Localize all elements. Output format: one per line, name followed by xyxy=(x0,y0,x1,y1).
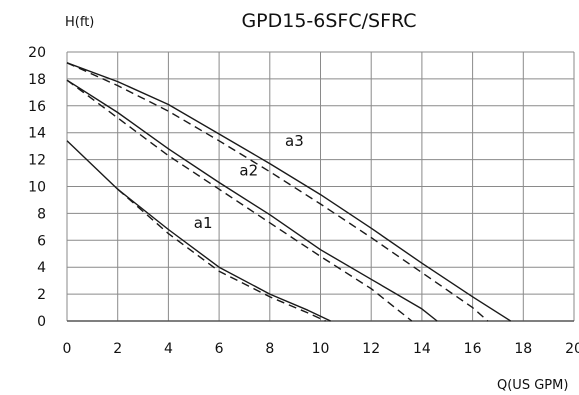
x-tick-label: 4 xyxy=(164,341,173,357)
curve-label-a1: a1 xyxy=(194,214,213,232)
y-tick-label: 2 xyxy=(37,287,46,303)
x-tick-label: 0 xyxy=(63,341,72,357)
curve-label-a3: a3 xyxy=(285,132,304,150)
x-axis-title: Q(US GPM) xyxy=(497,378,568,393)
curve-a1-dashed xyxy=(117,188,326,322)
x-tick-label: 6 xyxy=(215,341,224,357)
curve-label-a2: a2 xyxy=(239,162,258,180)
x-tick-label: 16 xyxy=(464,341,482,357)
x-tick-label: 10 xyxy=(312,341,330,357)
x-tick-label: 2 xyxy=(113,341,122,357)
y-tick-label: 12 xyxy=(28,153,46,169)
curve-a2-dashed xyxy=(66,79,413,322)
curve-a3-dashed xyxy=(66,62,489,322)
x-tick-label: 8 xyxy=(265,341,274,357)
y-tick-label: 6 xyxy=(37,233,46,249)
y-tick-label: 10 xyxy=(28,180,46,196)
chart-title: GPD15-6SFC/SFRC xyxy=(241,10,416,32)
y-tick-label: 4 xyxy=(37,260,46,276)
tick-labels: 0 2 4 6 8 10 12 14 16 18 20 0 2 4 6 8 10 12 14 16 18 20 xyxy=(28,45,579,357)
grid-lines xyxy=(66,51,575,322)
curves xyxy=(66,62,511,322)
x-tick-label: 14 xyxy=(413,341,431,357)
y-tick-label: 16 xyxy=(28,99,46,115)
y-tick-label: 20 xyxy=(28,45,46,61)
x-tick-label: 12 xyxy=(362,341,380,357)
y-tick-label: 14 xyxy=(28,126,46,142)
y-axis-title: H(ft) xyxy=(65,15,94,30)
curve-a3-solid xyxy=(66,62,511,322)
x-tick-label: 18 xyxy=(514,341,532,357)
y-tick-label: 0 xyxy=(37,314,46,330)
curve-a2-solid xyxy=(66,79,438,322)
curve-labels: a1 a2 a3 xyxy=(194,132,304,232)
y-tick-label: 18 xyxy=(28,72,46,88)
y-tick-label: 8 xyxy=(37,206,46,222)
x-tick-label: 20 xyxy=(565,341,579,357)
